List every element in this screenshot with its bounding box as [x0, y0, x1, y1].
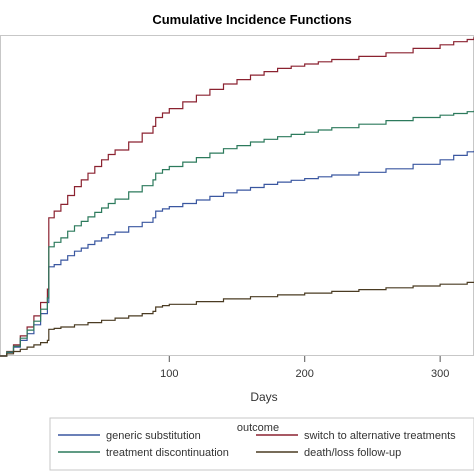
- x-axis-label: Days: [250, 390, 277, 404]
- legend-box: [49, 417, 474, 471]
- legend: outcome generic substitution switch to al…: [49, 417, 474, 471]
- chart-title: Cumulative Incidence Functions: [152, 12, 351, 27]
- legend-title: outcome: [237, 422, 279, 434]
- plot-area-frame: [0, 35, 474, 356]
- x-tick-label-200: 200: [296, 368, 314, 380]
- legend-label-1: switch to alternative treatments: [304, 430, 456, 442]
- x-tick-label-300: 300: [431, 368, 449, 380]
- x-tick-label-100: 100: [160, 368, 178, 380]
- legend-label-2: treatment discontinuation: [106, 447, 229, 459]
- series-line-1: [0, 37, 474, 357]
- series-layer: [0, 37, 474, 357]
- x-axis: 100 200 300: [160, 356, 449, 380]
- series-line-3: [0, 281, 474, 357]
- legend-label-0: generic substitution: [106, 430, 201, 442]
- legend-label-3: death/loss follow-up: [304, 447, 401, 459]
- series-line-2: [0, 110, 474, 357]
